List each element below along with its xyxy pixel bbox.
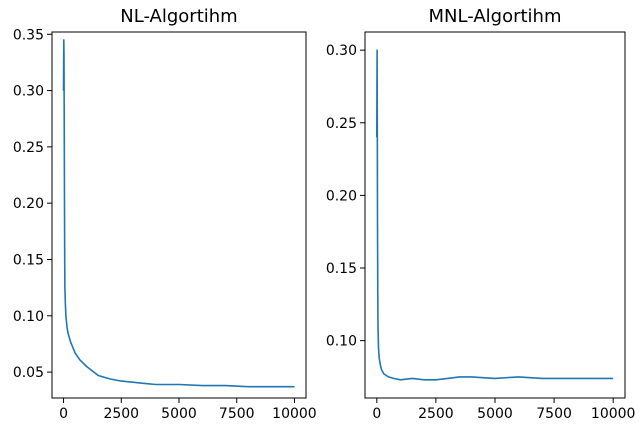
- y-tick-label-mnl: 0.25: [326, 116, 357, 132]
- chart-panel-mnl: MNL-Algortihm 0 2500 5000 7500 10000 0.10 0.15 0…: [326, 6, 636, 422]
- x-tick-label-nl: 7500: [219, 406, 255, 422]
- x-tick-label-mnl: 2500: [418, 406, 454, 422]
- x-tick-label-nl: 2500: [103, 406, 139, 422]
- series-line-nl: [62, 39, 295, 388]
- chart-panel-nl: NL-Algortihm 0 2500 5000 7500 10000 0.05 0.10 0.…: [13, 6, 317, 422]
- x-tick-label-nl: 5000: [161, 406, 197, 422]
- plot-frame-nl: [51, 31, 307, 399]
- plot-frame-mnl: [364, 31, 626, 399]
- y-tick-label-nl: 0.35: [13, 27, 44, 43]
- x-tick-label-mnl: 10000: [591, 406, 636, 422]
- chart-title-nl: NL-Algortihm: [120, 6, 237, 27]
- y-tick-label-nl: 0.15: [13, 252, 44, 268]
- y-tick-label-nl: 0.10: [13, 309, 44, 325]
- x-tick-label-nl: 10000: [272, 406, 317, 422]
- x-tick-label-mnl: 5000: [477, 406, 513, 422]
- y-tick-label-mnl: 0.10: [326, 334, 357, 350]
- x-tick-label-nl: 0: [59, 406, 68, 422]
- y-tick-label-nl: 0.20: [13, 196, 44, 212]
- series-line-mnl: [375, 49, 614, 381]
- y-tick-label-nl: 0.25: [13, 140, 44, 156]
- x-tick-label-mnl: 7500: [536, 406, 572, 422]
- y-tick-label-nl: 0.30: [13, 84, 44, 100]
- chart-title-mnl: MNL-Algortihm: [429, 6, 562, 27]
- x-tick-label-mnl: 0: [372, 406, 381, 422]
- y-tick-label-mnl: 0.30: [326, 43, 357, 59]
- y-tick-label-nl: 0.05: [13, 365, 44, 381]
- y-tick-label-mnl: 0.15: [326, 261, 357, 277]
- y-tick-label-mnl: 0.20: [326, 188, 357, 204]
